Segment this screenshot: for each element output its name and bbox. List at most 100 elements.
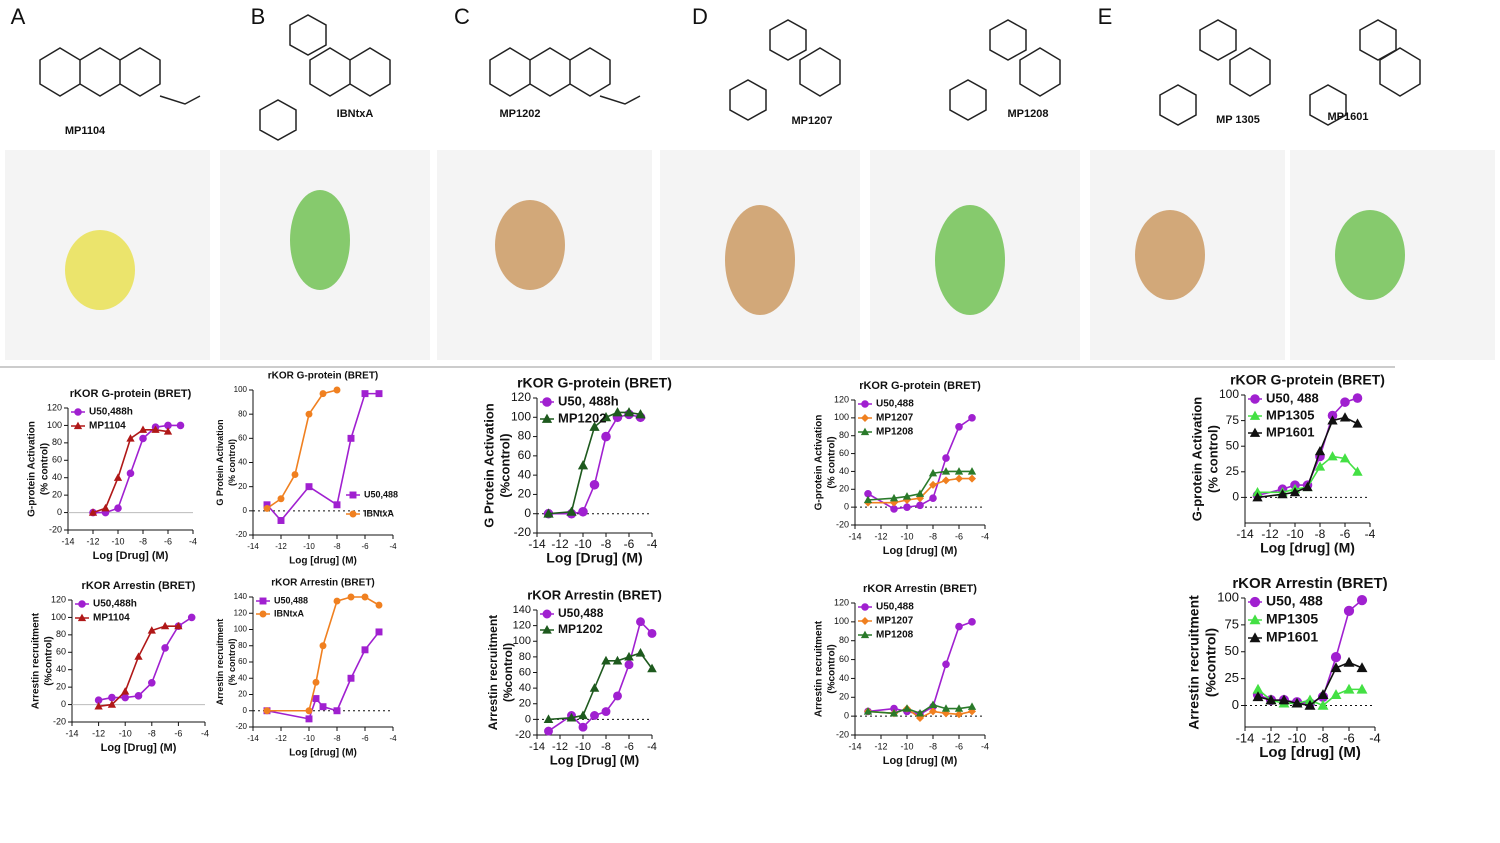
x-tick-label: -14 <box>247 734 259 743</box>
y-axis-label: (% control) <box>827 436 838 488</box>
molecule <box>1159 19 1421 126</box>
marker <box>543 714 554 724</box>
marker <box>1343 656 1355 667</box>
y-axis-label: (% control) <box>227 439 237 486</box>
y-tick-label: 40 <box>519 682 531 694</box>
compound-name: IBNtxA <box>337 108 374 120</box>
x-axis-label: Log [Drug] (M) <box>550 752 640 767</box>
x-tick-label: -8 <box>148 728 156 738</box>
y-tick-label: 100 <box>234 625 248 634</box>
y-axis-label: (%control) <box>44 636 55 685</box>
x-axis-label: Log [drug] (M) <box>1259 744 1361 761</box>
x-tick-label: -4 <box>389 734 397 743</box>
marker <box>361 390 369 398</box>
legend-label: MP1207 <box>876 413 914 424</box>
ligand <box>725 205 795 315</box>
marker <box>589 479 600 490</box>
y-axis-label: Arrestin recruitment <box>1185 595 1201 730</box>
marker <box>1317 699 1329 710</box>
y-tick-label: 120 <box>513 620 531 632</box>
marker <box>333 501 341 509</box>
marker <box>1291 697 1303 708</box>
marker <box>305 483 313 491</box>
chart-title: rKOR G-protein (BRET) <box>517 375 672 391</box>
marker <box>942 454 950 462</box>
marker <box>107 700 117 708</box>
legend-label: U50, 488 <box>1266 593 1323 609</box>
marker <box>333 707 341 715</box>
series-line <box>93 424 181 514</box>
marker <box>902 704 912 712</box>
marker <box>347 593 355 601</box>
y-axis-label: (% control) <box>1206 425 1221 493</box>
x-axis-label: Log [drug] (M) <box>883 545 958 557</box>
series-line <box>548 652 653 721</box>
y-axis-label: (%control) <box>498 433 513 497</box>
docking-images <box>5 150 1495 360</box>
marker <box>600 411 612 422</box>
marker <box>277 517 285 524</box>
marker <box>319 390 327 398</box>
marker <box>1340 397 1350 407</box>
legend-label: U50,488 <box>274 595 308 605</box>
marker <box>941 704 951 712</box>
y-tick-label: -20 <box>49 524 62 534</box>
marker <box>590 711 599 720</box>
legend-marker <box>1250 394 1260 404</box>
x-tick-label: -12 <box>275 542 287 551</box>
y-tick-label: 0 <box>243 506 248 515</box>
marker <box>635 409 646 419</box>
y-tick-label: 100 <box>834 412 849 422</box>
legend-marker <box>78 600 86 608</box>
y-axis-label: Arrestin recruitment <box>31 612 42 709</box>
marker <box>1302 481 1313 492</box>
y-tick-label: 0 <box>844 502 849 512</box>
x-tick-label: -10 <box>119 728 132 738</box>
legend-marker <box>860 630 870 639</box>
compound-name: MP1601 <box>1328 111 1369 123</box>
marker <box>1277 489 1288 499</box>
marker <box>954 474 964 483</box>
legend-marker <box>77 613 87 622</box>
legend-marker <box>74 408 82 416</box>
chart-title: rKOR Arrestin (BRET) <box>271 578 375 589</box>
marker <box>1327 451 1338 461</box>
y-tick-label: 60 <box>518 448 532 462</box>
y-tick-label: 20 <box>518 487 532 501</box>
x-tick-label: -14 <box>848 531 861 541</box>
y-tick-label: 80 <box>52 437 62 447</box>
legend-label: U50,488 <box>876 399 914 410</box>
y-tick-label: -20 <box>235 530 247 539</box>
x-tick-label: -12 <box>874 741 887 751</box>
y-tick-label: 20 <box>839 484 849 494</box>
y-tick-label: 0 <box>524 506 531 520</box>
marker <box>928 480 938 489</box>
marker <box>601 431 611 442</box>
marker <box>968 414 976 422</box>
legend-label: MP1305 <box>1266 611 1318 627</box>
x-tick-label: -14 <box>1236 527 1254 541</box>
marker <box>1343 683 1355 694</box>
marker <box>1314 461 1326 471</box>
marker <box>1289 486 1301 497</box>
chart: 0 25 50 75 100 -14 -12 -10 -8 -6 -4 rKOR Arrestin (… <box>1185 575 1387 761</box>
x-tick-label: -6 <box>624 741 634 753</box>
legend-marker <box>259 597 267 605</box>
marker <box>1339 412 1351 422</box>
legend-label: IBNtxA <box>364 508 395 518</box>
x-tick-label: -4 <box>1369 730 1381 745</box>
marker <box>942 660 950 669</box>
y-tick-label: 0 <box>243 706 248 715</box>
y-tick-label: 0 <box>1232 490 1239 504</box>
y-tick-label: 40 <box>839 673 849 683</box>
y-tick-label: -20 <box>836 729 849 739</box>
marker <box>134 652 143 660</box>
marker <box>578 722 588 732</box>
x-tick-label: -10 <box>900 741 913 751</box>
y-tick-label: 60 <box>519 666 531 678</box>
marker <box>601 707 611 717</box>
legend-label: U50,488 <box>558 606 604 620</box>
marker <box>566 712 577 722</box>
x-tick-label: -10 <box>111 536 124 546</box>
